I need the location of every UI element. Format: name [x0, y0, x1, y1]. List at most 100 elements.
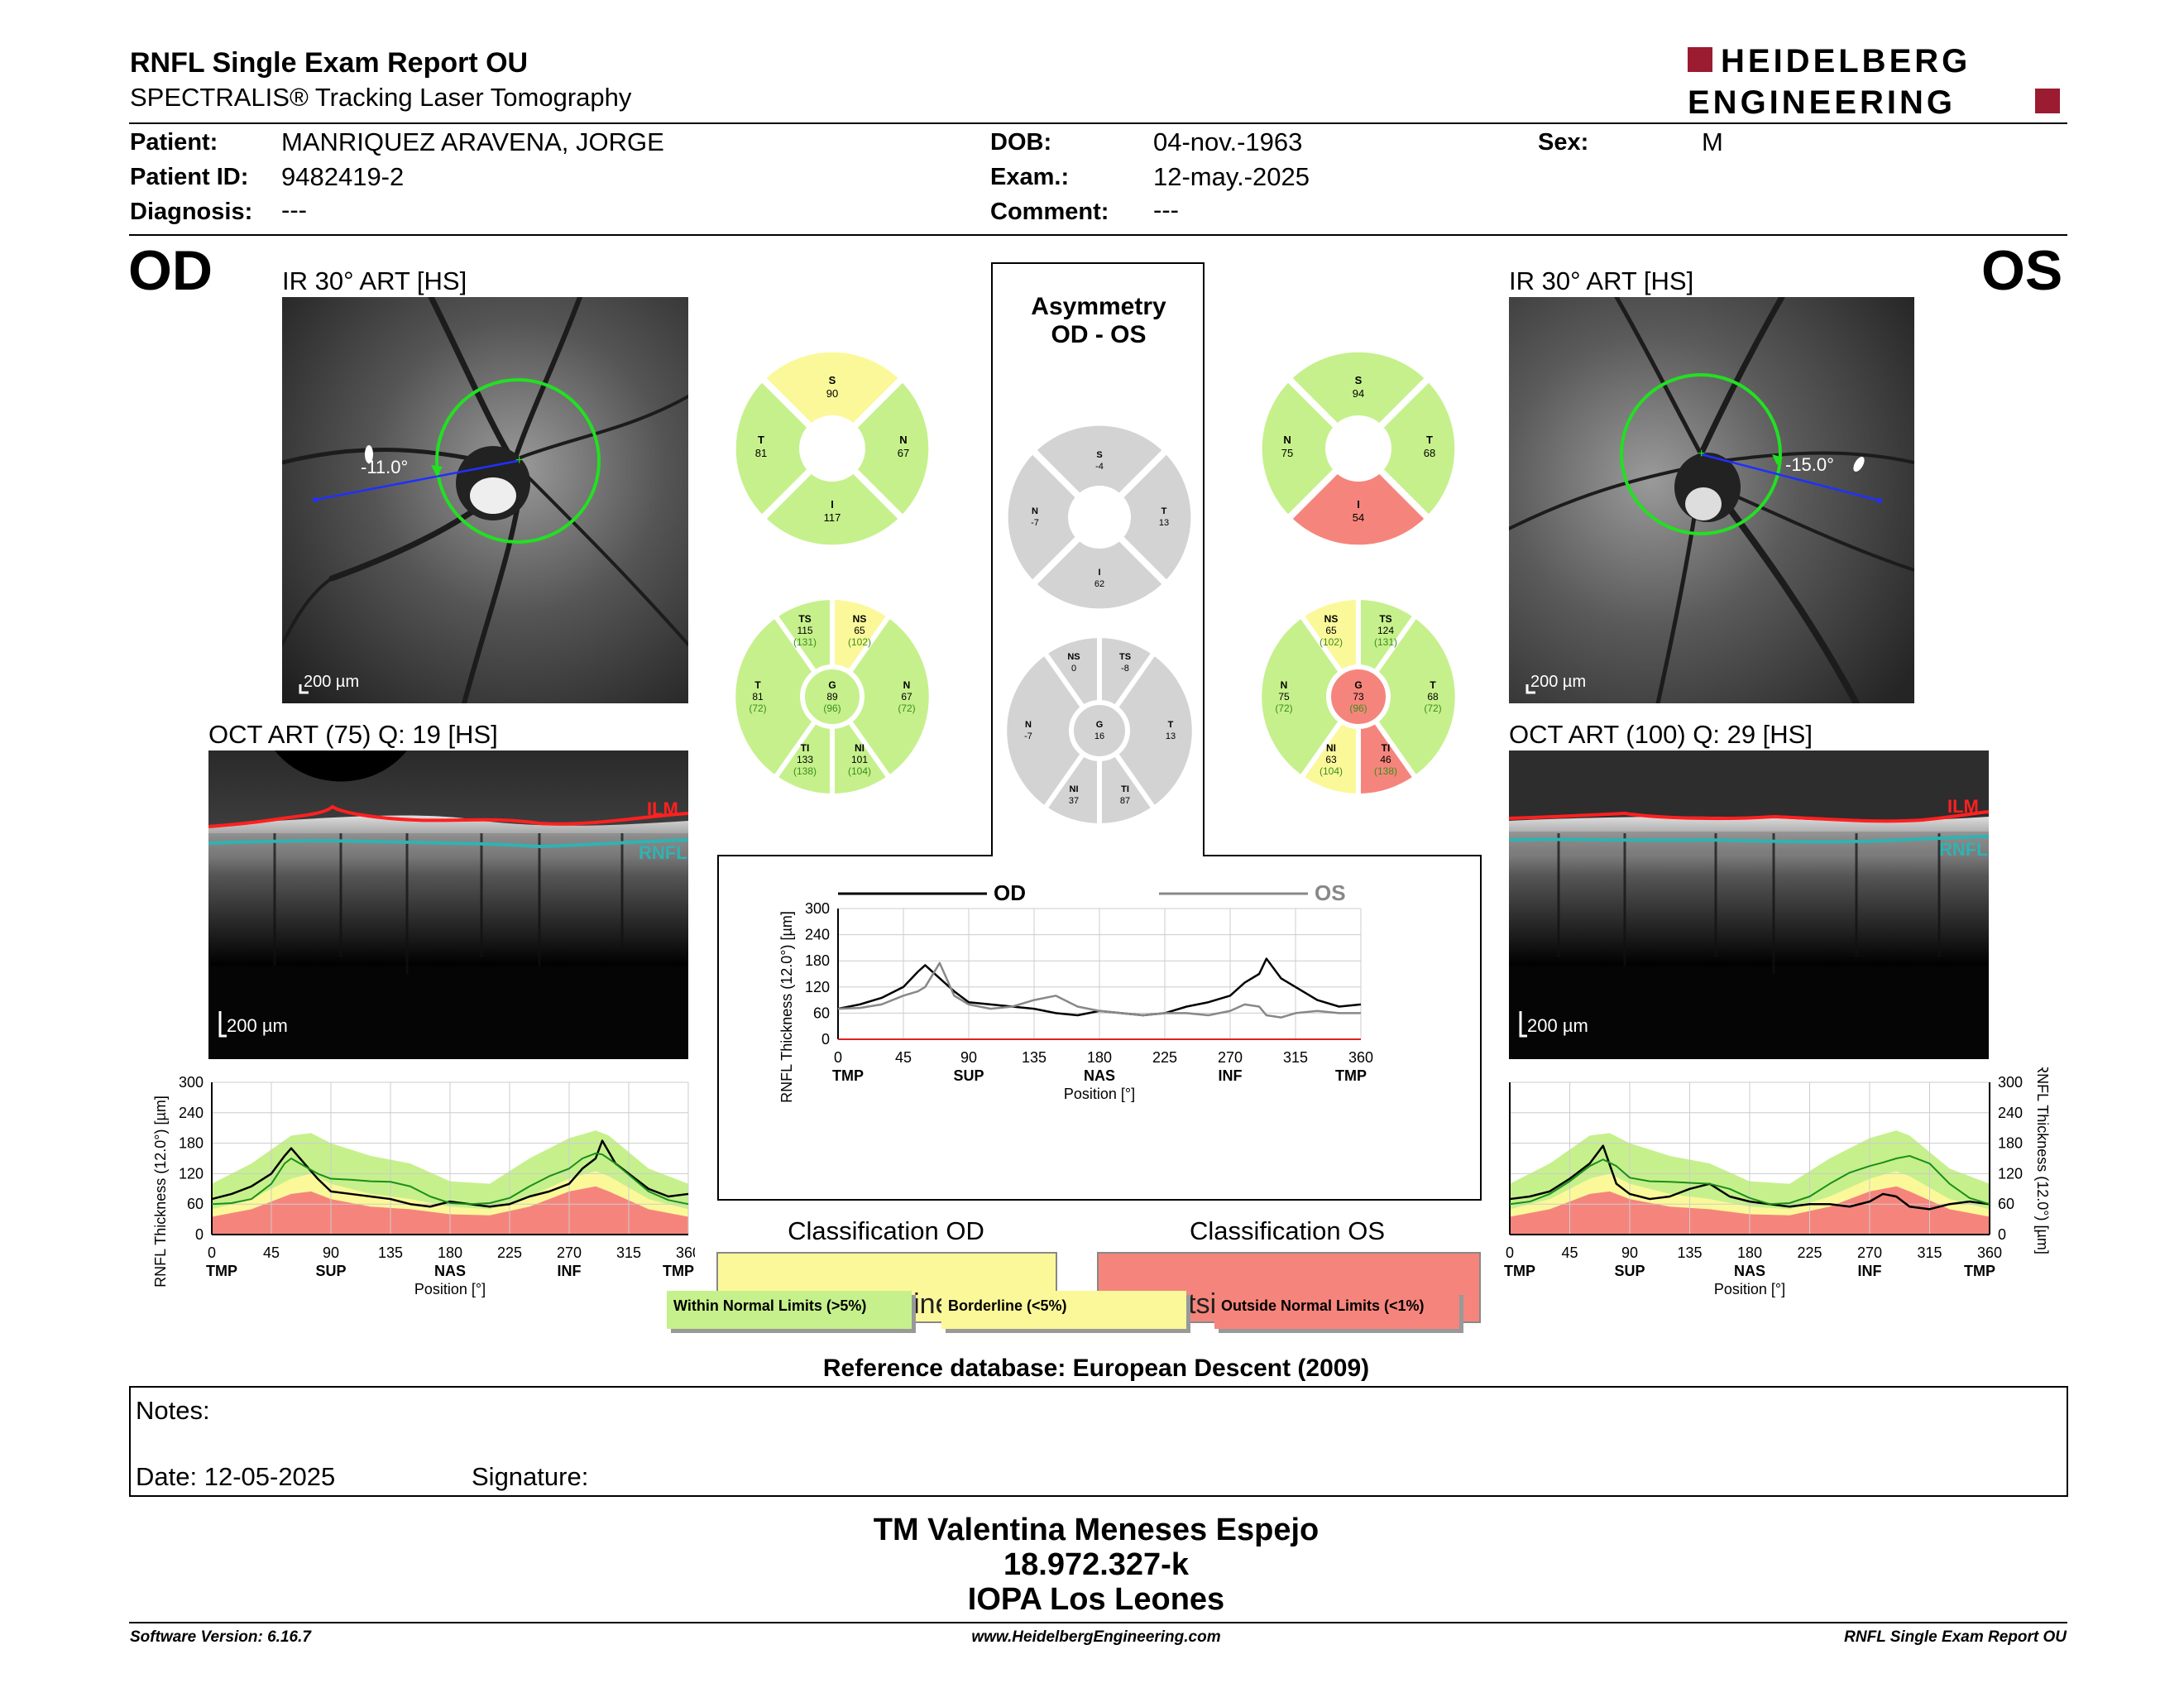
svg-text:NI: NI — [1070, 784, 1079, 794]
svg-text:T: T — [1426, 434, 1433, 446]
comment-value: --- — [1153, 195, 1179, 224]
svg-text:(72): (72) — [898, 703, 915, 714]
dob-label: DOB: — [990, 129, 1052, 156]
svg-text:(102): (102) — [848, 636, 871, 648]
svg-text:(131): (131) — [793, 636, 817, 648]
svg-text:65: 65 — [1325, 625, 1337, 636]
svg-text:-7: -7 — [1031, 518, 1039, 528]
os-sector-s — [1283, 348, 1434, 453]
x-tick-label: 0 — [834, 1049, 842, 1066]
svg-text:124: 124 — [1377, 625, 1394, 636]
asymmetry-sector-map: NS 0 TS -8 N-7 G16 T13 NI 37 TI 87 — [1003, 634, 1196, 827]
asymmetry-quadrant-map: S -4 N -7 T 13 I 62 — [1003, 420, 1196, 614]
od-sector-n — [827, 373, 933, 524]
svg-text:T: T — [1430, 679, 1436, 691]
svg-text:-8: -8 — [1121, 664, 1129, 674]
svg-text:101: 101 — [851, 754, 868, 765]
svg-text:+: + — [1698, 447, 1705, 461]
os-ilm-label: ILM — [1947, 796, 1979, 817]
patient-id: 9482419-2 — [281, 162, 405, 191]
footer-website[interactable]: www.HeidelbergEngineering.com — [971, 1628, 1221, 1646]
od-sector-s — [757, 348, 908, 453]
svg-text:N: N — [903, 679, 911, 691]
svg-text:-4: -4 — [1095, 462, 1104, 472]
y-tick-label: 120 — [805, 979, 830, 995]
os-label: OS — [1981, 239, 2063, 302]
x-tick-label: 270 — [1218, 1049, 1243, 1066]
report-subtitle: SPECTRALIS® Tracking Laser Tomography — [130, 83, 632, 112]
svg-text:62: 62 — [1094, 579, 1104, 589]
x-sector-label: TMP — [1504, 1263, 1535, 1279]
svg-text:TS: TS — [1119, 652, 1131, 662]
x-tick-label: 225 — [497, 1244, 522, 1261]
os-ir-scale: 200 µm — [1530, 673, 1586, 691]
svg-text:46: 46 — [1380, 754, 1391, 765]
os-ir-title: IR 30° ART [HS] — [1509, 266, 1694, 295]
svg-text:T: T — [758, 434, 764, 446]
os-oct-title: OCT ART (100) Q: 29 [HS] — [1509, 720, 1813, 749]
svg-text:81: 81 — [752, 691, 764, 703]
od-sector-t — [731, 373, 837, 524]
diagnosis-label: Diagnosis: — [130, 199, 253, 225]
x-axis-label: Position [°] — [1064, 1086, 1135, 1102]
exam-value: 12-may.-2025 — [1153, 162, 1310, 191]
svg-text:75: 75 — [1278, 691, 1290, 703]
x-tick-label: 360 — [676, 1244, 695, 1261]
svg-text:(102): (102) — [1320, 636, 1343, 648]
y-tick-label: 0 — [195, 1226, 204, 1243]
svg-text:(104): (104) — [848, 765, 871, 777]
svg-text:133: 133 — [797, 754, 813, 765]
x-tick-label: 360 — [1348, 1049, 1373, 1066]
od-sector-i — [757, 444, 908, 549]
x-tick-label: 225 — [1152, 1049, 1177, 1066]
asymmetry-subtitle: OD - OS — [1051, 321, 1147, 348]
x-sector-label: TMP — [1964, 1263, 1995, 1279]
od-label: OD — [128, 239, 213, 302]
x-tick-label: 180 — [438, 1244, 462, 1261]
svg-text:63: 63 — [1325, 754, 1337, 765]
svg-text:NI: NI — [1326, 742, 1336, 754]
x-tick-label: 315 — [1917, 1244, 1942, 1261]
notes-box: Notes: Date: 12-05-2025 Signature: — [129, 1386, 2068, 1497]
svg-text:S: S — [1355, 374, 1363, 386]
logo-line2: ENGINEERING — [1688, 84, 1956, 118]
svg-text:0: 0 — [1071, 664, 1076, 674]
os-quadrant-map: S 94 N 75 T 68 I 54 — [1257, 348, 1459, 549]
notes-label: Notes: — [136, 1396, 210, 1425]
y-tick-label: 60 — [1998, 1196, 2014, 1212]
sex-label: Sex: — [1538, 129, 1589, 156]
svg-text:115: 115 — [797, 625, 812, 636]
x-tick-label: 0 — [208, 1244, 216, 1261]
svg-text:(104): (104) — [1320, 765, 1343, 777]
y-tick-label: 300 — [1998, 1074, 2023, 1091]
x-sector-label: TMP — [1335, 1067, 1367, 1084]
os-thickness-chart: 0 60 120 180 240 300 0 45 90 135 180 225 270 315 360 TM… — [1504, 1067, 2051, 1297]
od-quadrant-map: S 90 T 81 N 67 I 117 — [731, 348, 933, 549]
x-sector-label: NAS — [1734, 1263, 1765, 1279]
svg-text:-7: -7 — [1024, 731, 1032, 741]
y-tick-label: 60 — [187, 1196, 204, 1212]
svg-text:13: 13 — [1166, 731, 1176, 741]
y-tick-label: 120 — [179, 1165, 204, 1182]
y-tick-label: 180 — [805, 952, 830, 969]
x-tick-label: 135 — [378, 1244, 403, 1261]
signature-label: Signature: — [472, 1462, 589, 1491]
y-tick-label: 300 — [179, 1074, 204, 1091]
svg-text:(138): (138) — [793, 765, 817, 777]
x-sector-label: INF — [1219, 1067, 1243, 1084]
y-tick-label: 180 — [179, 1135, 204, 1152]
x-tick-label: 0 — [1506, 1244, 1514, 1261]
x-tick-label: 135 — [1022, 1049, 1046, 1066]
x-sector-label: NAS — [434, 1263, 466, 1279]
patient-name-label: Patient: — [130, 129, 218, 156]
svg-text:67: 67 — [898, 447, 909, 459]
diagnosis-value: --- — [281, 195, 307, 224]
y-tick-label: 240 — [179, 1105, 204, 1121]
x-sector-label: TMP — [832, 1067, 864, 1084]
os-angle-label: -15.0° — [1785, 454, 1834, 475]
os-oct-bscan: ILM RNFL 200 µm — [1509, 750, 1989, 1059]
y-tick-label: 0 — [1998, 1226, 2006, 1243]
